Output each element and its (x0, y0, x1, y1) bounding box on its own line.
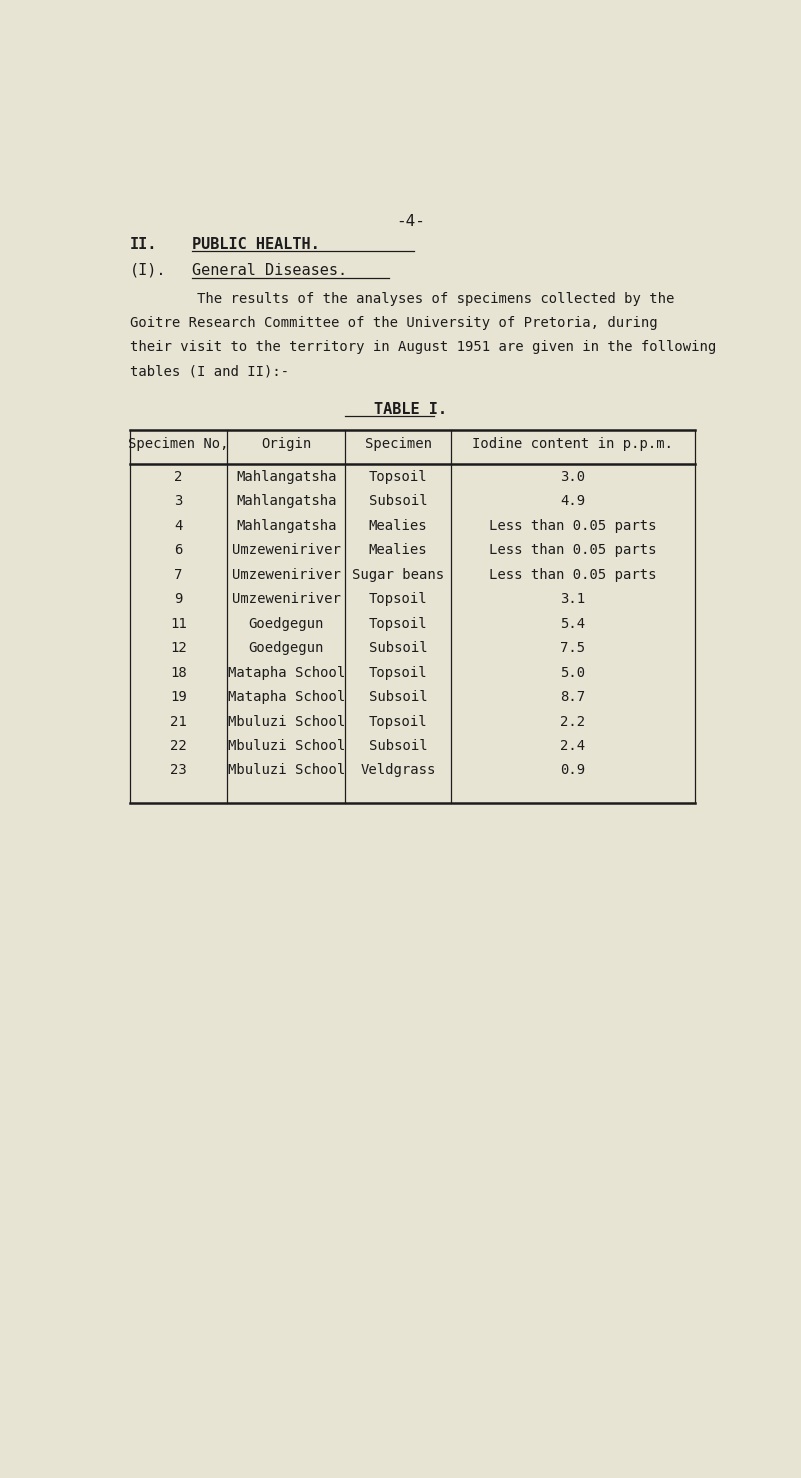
Text: -4-: -4- (396, 214, 425, 229)
Text: Mahlangatsha: Mahlangatsha (236, 470, 336, 483)
Text: Goedgegun: Goedgegun (248, 641, 324, 655)
Text: Goedgegun: Goedgegun (248, 616, 324, 631)
Text: Topsoil: Topsoil (368, 593, 428, 606)
Text: 12: 12 (171, 641, 187, 655)
Text: 4.9: 4.9 (560, 494, 586, 508)
Text: Mealies: Mealies (368, 544, 428, 557)
Text: 11: 11 (171, 616, 187, 631)
Text: Goitre Research Committee of the University of Pretoria, during: Goitre Research Committee of the Univers… (130, 316, 658, 330)
Text: Less than 0.05 parts: Less than 0.05 parts (489, 519, 657, 532)
Text: General Diseases.: General Diseases. (192, 263, 347, 278)
Text: 18: 18 (171, 665, 187, 680)
Text: Umzeweniriver: Umzeweniriver (232, 593, 340, 606)
Text: 22: 22 (171, 739, 187, 752)
Text: (I).: (I). (130, 263, 167, 278)
Text: 8.7: 8.7 (560, 690, 586, 704)
Text: Topsoil: Topsoil (368, 470, 428, 483)
Text: Specimen No,: Specimen No, (128, 437, 229, 451)
Text: Topsoil: Topsoil (368, 714, 428, 729)
Text: 5.0: 5.0 (560, 665, 586, 680)
Text: 0.9: 0.9 (560, 764, 586, 777)
Text: Specimen: Specimen (364, 437, 432, 451)
Text: Veldgrass: Veldgrass (360, 764, 436, 777)
Text: Subsoil: Subsoil (368, 690, 428, 704)
Text: Subsoil: Subsoil (368, 739, 428, 752)
Text: TABLE I.: TABLE I. (374, 402, 447, 417)
Text: 3.0: 3.0 (560, 470, 586, 483)
Text: Origin: Origin (261, 437, 312, 451)
Text: 7: 7 (175, 568, 183, 582)
Text: II.: II. (130, 236, 157, 251)
Text: 7.5: 7.5 (560, 641, 586, 655)
Text: Mbuluzi School: Mbuluzi School (227, 739, 345, 752)
Text: Mahlangatsha: Mahlangatsha (236, 519, 336, 532)
Text: 2.4: 2.4 (560, 739, 586, 752)
Text: Topsoil: Topsoil (368, 616, 428, 631)
Text: Subsoil: Subsoil (368, 494, 428, 508)
Text: Umzeweniriver: Umzeweniriver (232, 568, 340, 582)
Text: 2.2: 2.2 (560, 714, 586, 729)
Text: 6: 6 (175, 544, 183, 557)
Text: tables (I and II):-: tables (I and II):- (130, 364, 289, 378)
Text: Mealies: Mealies (368, 519, 428, 532)
Text: Sugar beans: Sugar beans (352, 568, 445, 582)
Text: Mahlangatsha: Mahlangatsha (236, 494, 336, 508)
Text: 9: 9 (175, 593, 183, 606)
Text: Matapha School: Matapha School (227, 690, 345, 704)
Text: Matapha School: Matapha School (227, 665, 345, 680)
Text: Umzeweniriver: Umzeweniriver (232, 544, 340, 557)
Text: Subsoil: Subsoil (368, 641, 428, 655)
Text: 2: 2 (175, 470, 183, 483)
Text: 3: 3 (175, 494, 183, 508)
Text: Mbuluzi School: Mbuluzi School (227, 764, 345, 777)
Text: 5.4: 5.4 (560, 616, 586, 631)
Text: 19: 19 (171, 690, 187, 704)
Text: 3.1: 3.1 (560, 593, 586, 606)
Text: Less than 0.05 parts: Less than 0.05 parts (489, 568, 657, 582)
Text: Mbuluzi School: Mbuluzi School (227, 714, 345, 729)
Text: Less than 0.05 parts: Less than 0.05 parts (489, 544, 657, 557)
Text: 4: 4 (175, 519, 183, 532)
Text: 21: 21 (171, 714, 187, 729)
Text: Topsoil: Topsoil (368, 665, 428, 680)
Text: 23: 23 (171, 764, 187, 777)
Text: The results of the analyses of specimens collected by the: The results of the analyses of specimens… (130, 293, 674, 306)
Text: their visit to the territory in August 1951 are given in the following: their visit to the territory in August 1… (130, 340, 716, 355)
Text: PUBLIC HEALTH.: PUBLIC HEALTH. (192, 236, 320, 251)
Text: Iodine content in p.p.m.: Iodine content in p.p.m. (473, 437, 674, 451)
